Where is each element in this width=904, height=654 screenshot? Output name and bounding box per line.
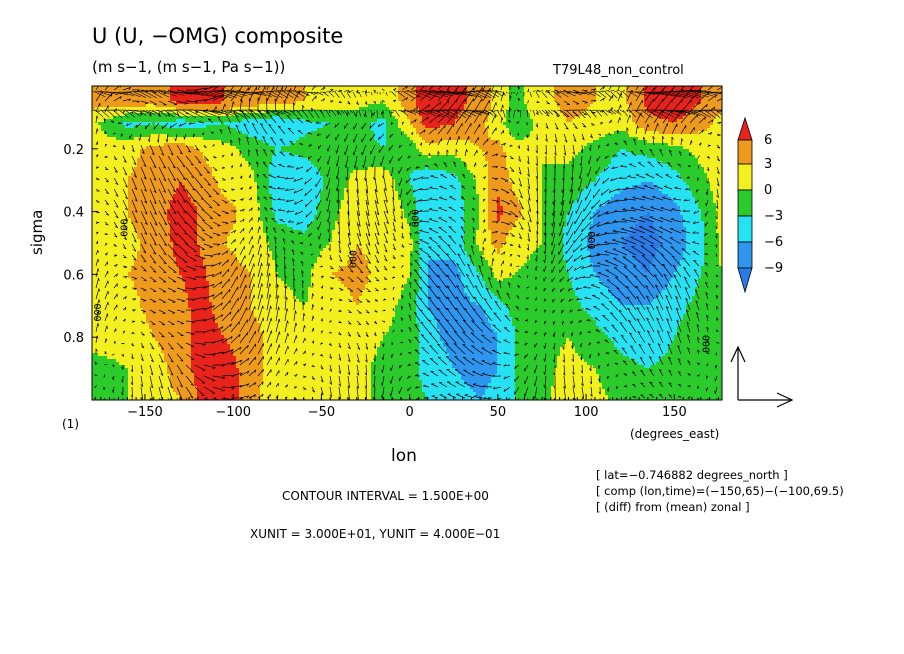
x-tick-label: −150 (127, 405, 163, 420)
info-line: [ (diff) from (mean) zonal ] (596, 500, 750, 514)
contour-interval: CONTOUR INTERVAL = 1.500E+00 (282, 489, 489, 503)
colorbar: 6 3 0 −3 −6 −9 (737, 116, 783, 294)
x-tick-label: 0 (406, 405, 414, 420)
contour-label: 000 (587, 231, 598, 249)
x-tick-label: −100 (215, 405, 251, 420)
contour-label: 000 (702, 335, 713, 353)
y-tick-label: 0.6 (63, 268, 84, 283)
y-tick-label: 0.4 (63, 206, 84, 221)
info-line: [ comp (lon,time)=(−150,65)−(−100,69.5) (596, 484, 844, 498)
vector-field (92, 86, 722, 400)
colorbar-label: −9 (764, 261, 783, 276)
x-tick-label: −50 (308, 405, 335, 420)
colorbar-swatch (737, 163, 753, 191)
run-label: T79L48_non_control (553, 63, 684, 78)
colorbar-swatch (737, 267, 753, 294)
contour-label: 000 (119, 219, 130, 237)
x-tick-label: 50 (490, 405, 507, 420)
x-axis-unit: (degrees_east) (630, 427, 720, 441)
colorbar-swatch (737, 215, 753, 243)
chart-subtitle: (m s−1, (m s−1, Pa s−1)) (92, 58, 286, 76)
contour-label: 000 (349, 250, 360, 268)
contour-label: 000 (93, 303, 104, 321)
x-axis-label: lon (391, 446, 417, 466)
colorbar-label: 3 (764, 157, 772, 172)
colorbar-label: 6 (764, 133, 772, 148)
contour-label: 000 (410, 209, 421, 227)
y-axis: 0.2 0.4 0.6 0.8 (63, 143, 98, 346)
plot-frame (91, 85, 723, 401)
x-tick-label: 150 (662, 405, 687, 420)
x-axis: −150 −100 −50 0 50 100 150 (100, 394, 719, 420)
x-tick-label: 100 (574, 405, 599, 420)
colorbar-swatch (737, 139, 753, 165)
vector-reference-arrow (730, 345, 794, 408)
vector-units: XUNIT = 3.000E+01, YUNIT = 4.000E−01 (250, 527, 501, 541)
info-line: [ lat=−0.746882 degrees_north ] (596, 468, 788, 482)
panel-label: (1) (62, 417, 79, 431)
chart-title: U (U, −OMG) composite (92, 24, 344, 48)
contour-labels: 000 000 000 000 000 000 (93, 209, 713, 353)
colorbar-label: −6 (764, 235, 783, 250)
shaded-field (92, 86, 722, 400)
colorbar-label: 0 (764, 183, 772, 198)
colorbar-swatch (737, 116, 753, 141)
colorbar-label: −3 (764, 209, 783, 224)
colorbar-swatch (737, 189, 753, 217)
colorbar-swatch (737, 241, 753, 269)
y-axis-label: sigma (28, 209, 46, 255)
y-tick-label: 0.8 (63, 331, 84, 346)
y-tick-label: 0.2 (63, 143, 84, 158)
